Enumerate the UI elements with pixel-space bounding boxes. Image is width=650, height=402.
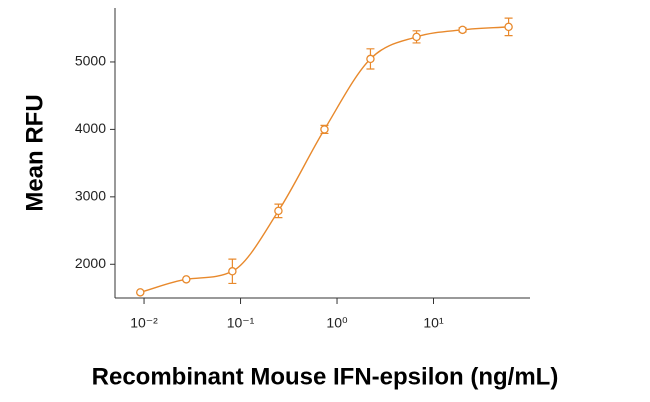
data-point xyxy=(412,32,421,42)
data-point xyxy=(458,25,467,35)
data-point xyxy=(366,54,375,64)
y-tick-label: 5000 xyxy=(75,53,106,69)
data-point xyxy=(320,125,329,134)
data-point xyxy=(228,267,237,276)
x-tick-label: 10¹ xyxy=(423,315,444,331)
x-axis-title: Recombinant Mouse IFN-epsilon (ng/mL) xyxy=(92,363,559,390)
x-tick-label: 10⁰ xyxy=(326,315,348,331)
data-point xyxy=(136,288,145,297)
x-tick-label: 10⁻² xyxy=(130,315,158,331)
data-point xyxy=(504,22,513,32)
fit-curve xyxy=(140,26,509,294)
y-tick-label: 3000 xyxy=(75,188,106,204)
y-axis-title: Mean RFU xyxy=(21,94,48,211)
data-point xyxy=(274,206,283,216)
data-point xyxy=(182,275,191,284)
y-tick-label: 4000 xyxy=(75,120,106,136)
x-tick-label: 10⁻¹ xyxy=(227,315,255,331)
y-tick-label: 2000 xyxy=(75,255,106,271)
